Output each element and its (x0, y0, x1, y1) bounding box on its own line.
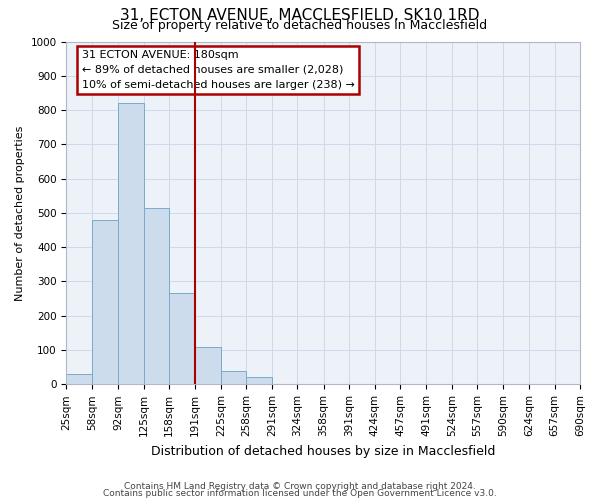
Y-axis label: Number of detached properties: Number of detached properties (15, 125, 25, 300)
Text: Contains HM Land Registry data © Crown copyright and database right 2024.: Contains HM Land Registry data © Crown c… (124, 482, 476, 491)
Bar (221, 370, 247, 384)
Bar (67, 374, 92, 384)
Bar (143, 208, 169, 384)
Bar (92, 220, 118, 384)
Bar (194, 346, 221, 385)
Bar (169, 294, 194, 384)
Text: 31, ECTON AVENUE, MACCLESFIELD, SK10 1RD: 31, ECTON AVENUE, MACCLESFIELD, SK10 1RD (120, 8, 480, 22)
Text: 31 ECTON AVENUE: 180sqm
← 89% of detached houses are smaller (2,028)
10% of semi: 31 ECTON AVENUE: 180sqm ← 89% of detache… (82, 50, 355, 90)
X-axis label: Distribution of detached houses by size in Macclesfield: Distribution of detached houses by size … (151, 444, 496, 458)
Bar (118, 103, 143, 384)
Text: Contains public sector information licensed under the Open Government Licence v3: Contains public sector information licen… (103, 489, 497, 498)
Bar (247, 378, 272, 384)
Text: Size of property relative to detached houses in Macclesfield: Size of property relative to detached ho… (112, 19, 488, 32)
